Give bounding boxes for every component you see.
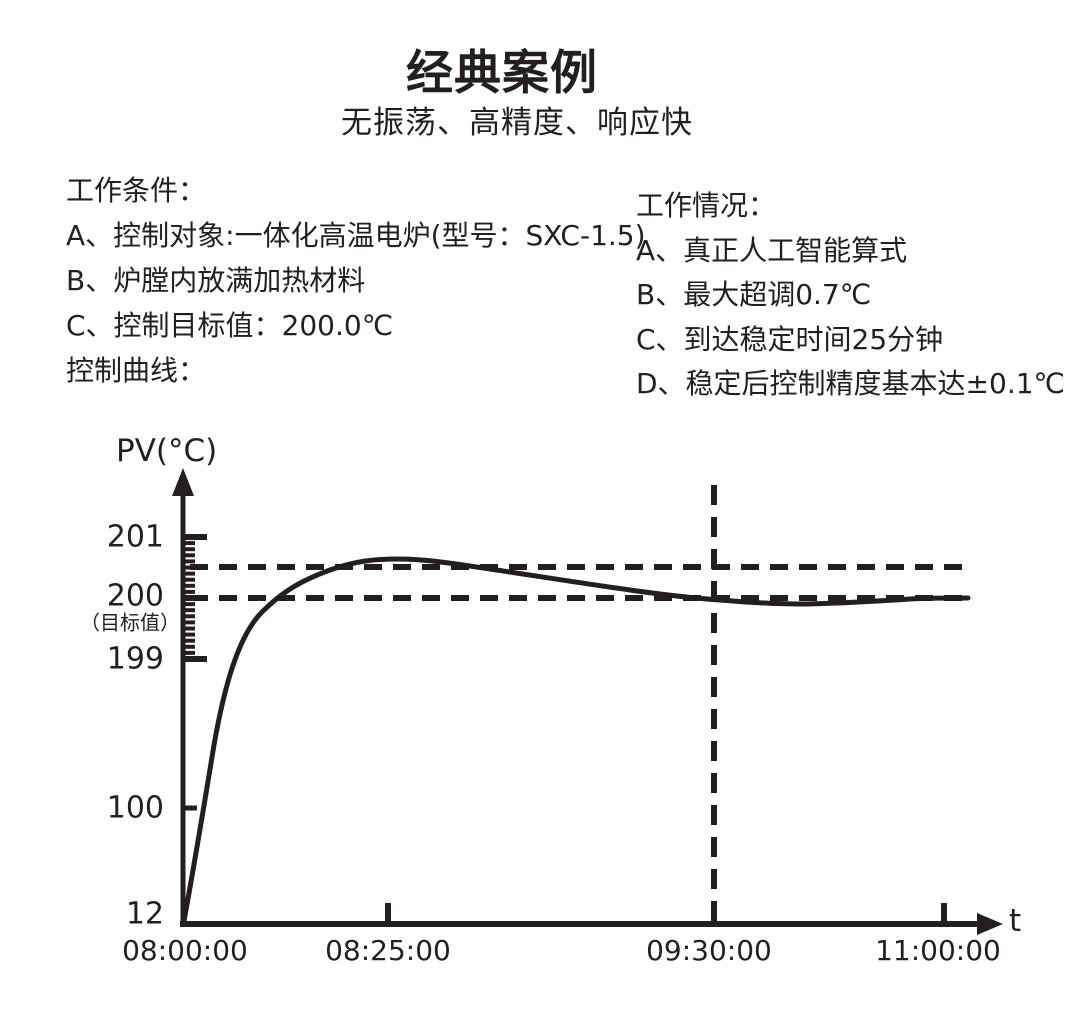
y-tick-label-100: 100 — [106, 790, 164, 826]
x-tick-label-110000: 11:00:00 — [875, 934, 1001, 967]
page-title: 经典案例 — [406, 46, 598, 101]
page-subtitle: 无振荡、高精度、响应快 — [341, 105, 693, 141]
x-axis-title: t — [1009, 903, 1022, 939]
y-tick-label-12: 12 — [125, 896, 164, 932]
result-item-d: D、稳定后控制精度基本达±0.1℃ — [636, 367, 1065, 400]
working-results-heading: 工作情况： — [636, 189, 777, 222]
x-tick-label-080000: 08:00:00 — [122, 934, 248, 967]
x-tick-label-082500: 08:25:00 — [325, 934, 451, 967]
condition-item-c: C、控制目标值：200.0℃ — [66, 309, 394, 342]
working-conditions-block: 工作条件： A、控制对象:一体化高温电炉(型号：SXC-1.5) B、炉膛内放满… — [66, 168, 646, 393]
y-tick-label-199: 199 — [106, 641, 164, 677]
working-results-block: 工作情况： A、真正人工智能算式 B、最大超调0.7℃ C、到达稳定时间25分钟… — [636, 184, 1065, 407]
y-tick-label-200: 200 — [106, 578, 164, 614]
y-axis-title: PV(°C) — [116, 433, 218, 469]
control-curve-label: 控制曲线： — [66, 354, 207, 387]
result-item-b: B、最大超调0.7℃ — [636, 278, 872, 311]
condition-item-a: A、控制对象:一体化高温电炉(型号：SXC-1.5) — [66, 219, 646, 252]
target-value-note: （目标值） — [80, 610, 180, 635]
working-conditions-heading: 工作条件： — [66, 174, 207, 207]
condition-item-b: B、炉膛内放满加热材料 — [66, 264, 366, 297]
x-tick-label-093000: 09:30:00 — [646, 934, 772, 967]
y-tick-label-201: 201 — [106, 519, 164, 555]
result-item-c: C、到达稳定时间25分钟 — [636, 322, 944, 356]
result-item-a: A、真正人工智能算式 — [636, 233, 908, 267]
